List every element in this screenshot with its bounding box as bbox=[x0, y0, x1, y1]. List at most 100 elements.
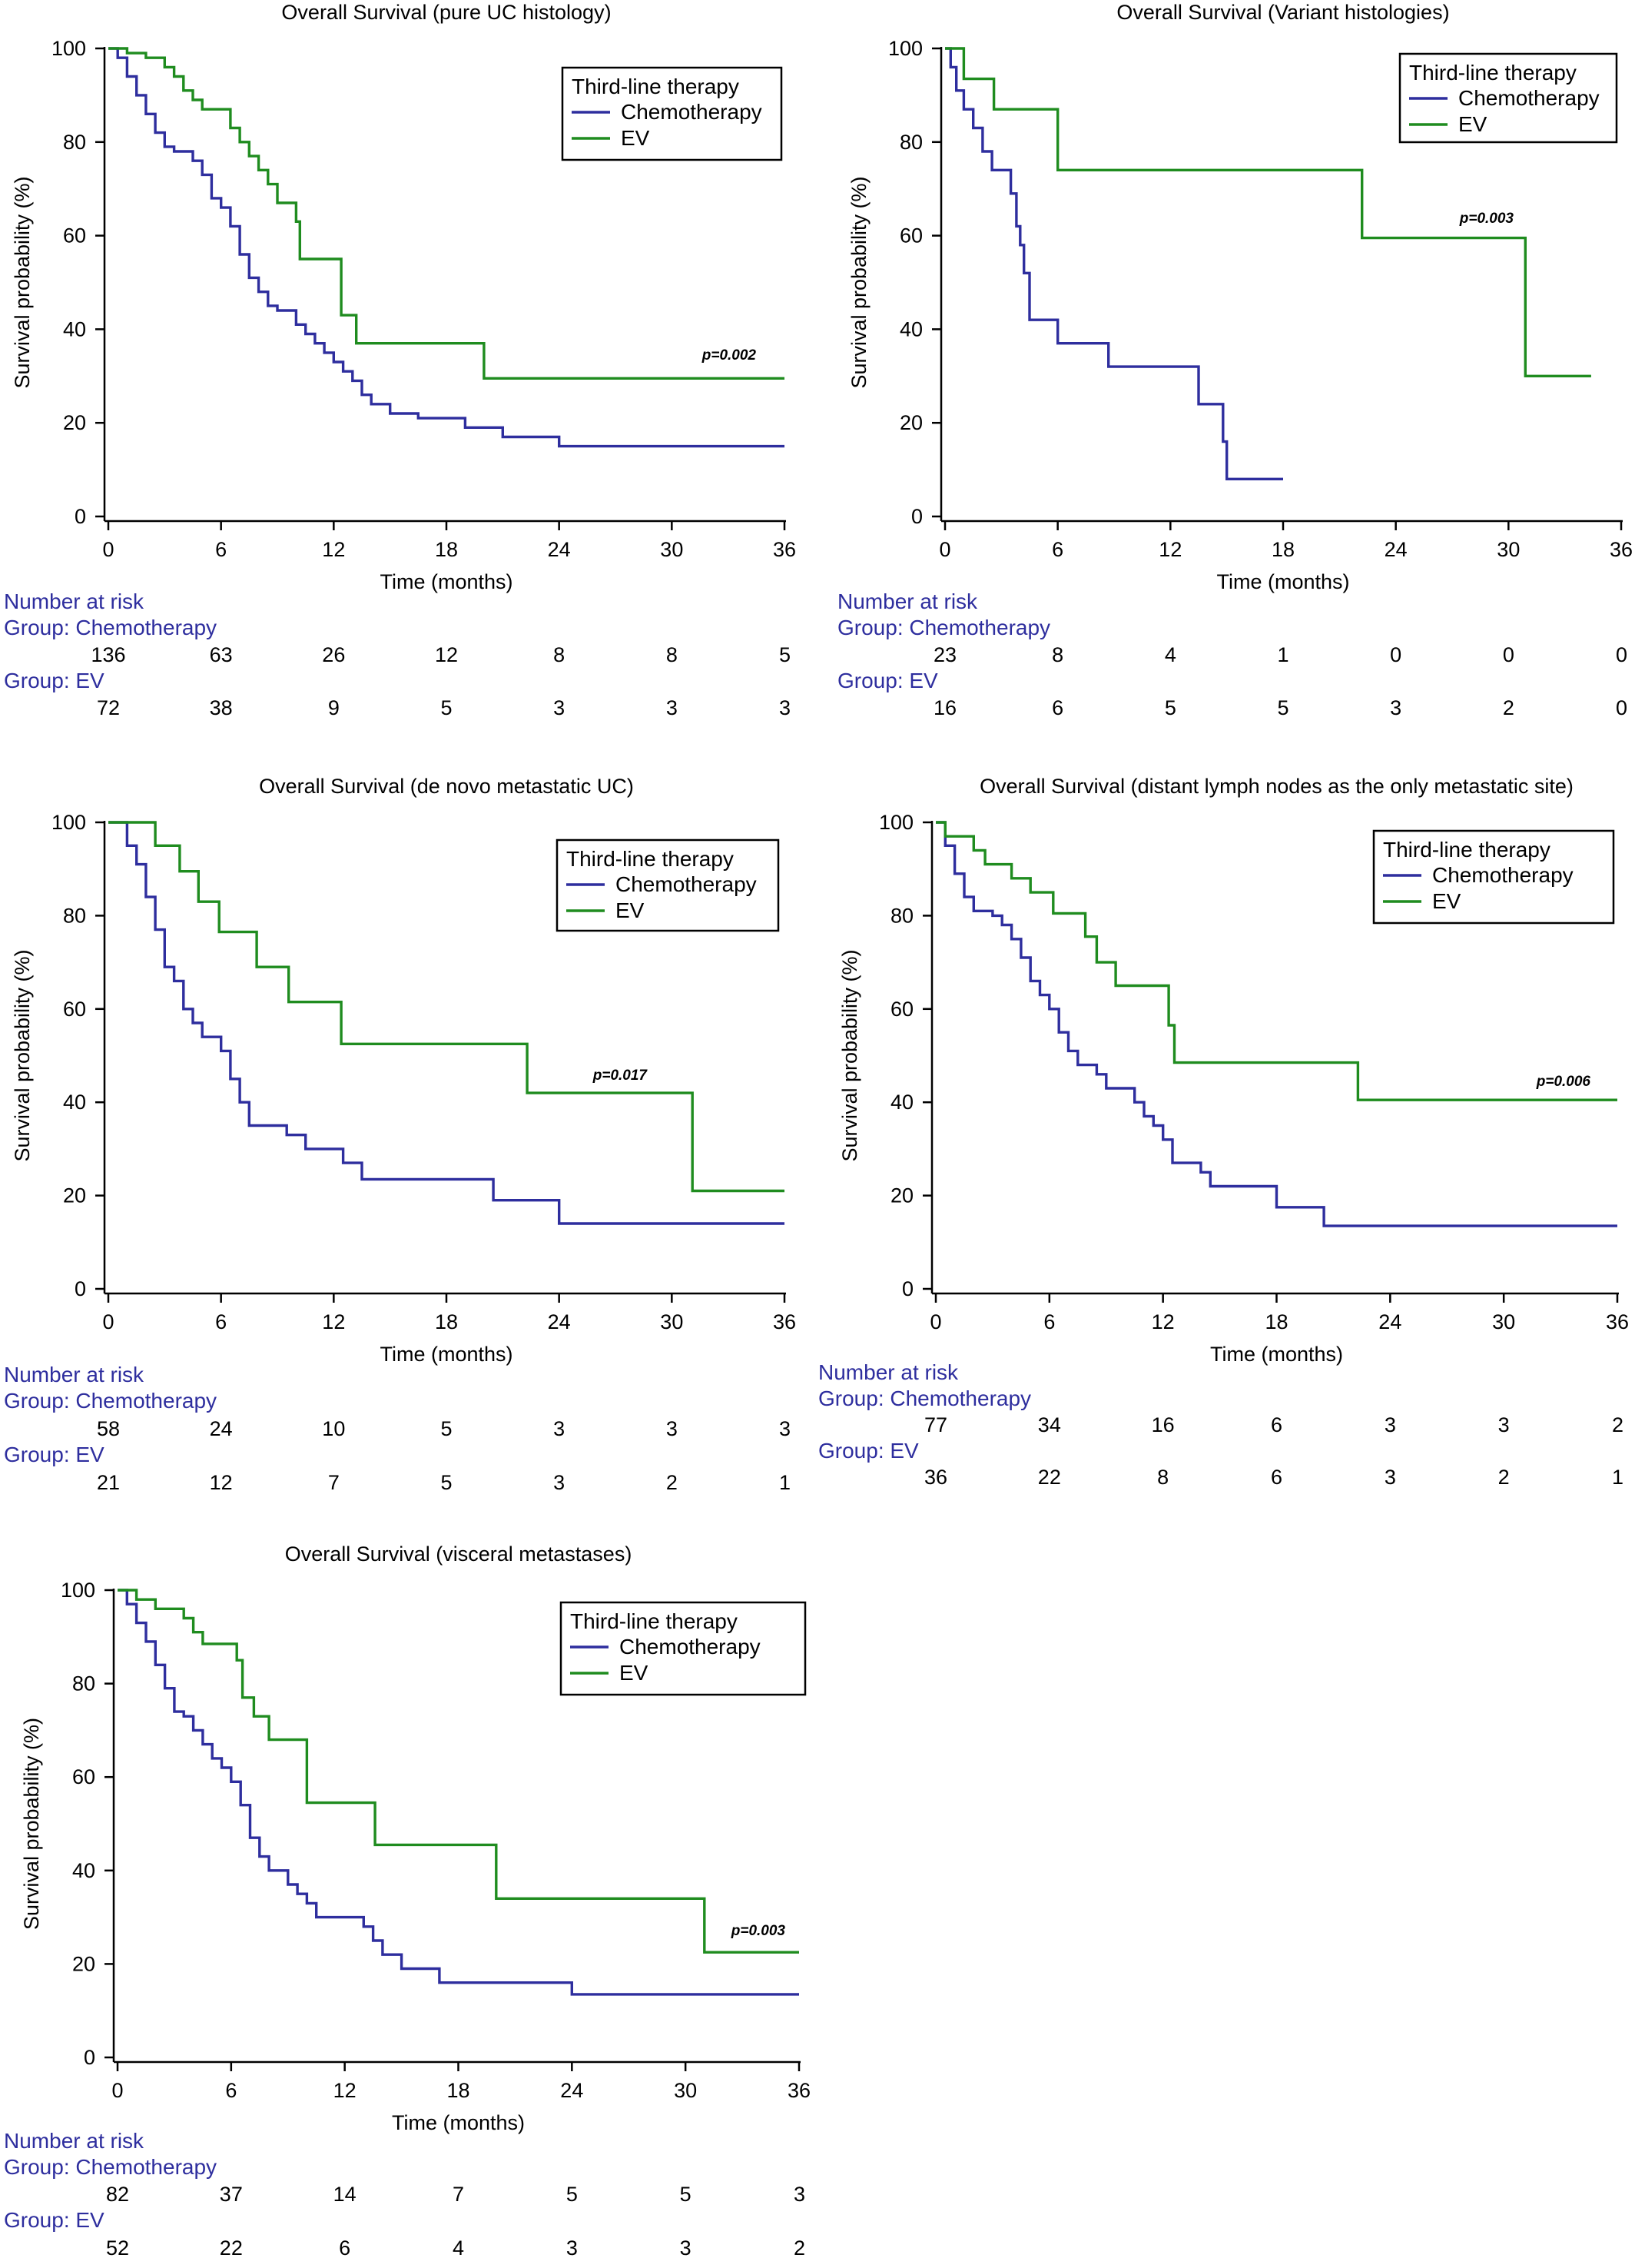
chart-title: Overall Survival (pure UC histology) bbox=[281, 1, 611, 24]
legend-entry-label: EV bbox=[621, 126, 650, 150]
y-tick-label: 100 bbox=[888, 37, 923, 60]
legend-entry-label: EV bbox=[1458, 112, 1487, 136]
legend-box bbox=[1372, 829, 1615, 925]
risk-count: 0 bbox=[1616, 643, 1627, 666]
risk-count: 3 bbox=[566, 2236, 578, 2260]
risk-count: 3 bbox=[553, 696, 565, 719]
y-tick-label: 40 bbox=[890, 1091, 914, 1114]
x-tick-label: 24 bbox=[560, 2079, 583, 2102]
risk-count: 34 bbox=[1038, 1413, 1061, 1436]
risk-table-heading: Number at risk bbox=[837, 589, 978, 613]
risk-group-label: Group: Chemotherapy bbox=[4, 616, 217, 639]
x-tick-label: 12 bbox=[1152, 1310, 1175, 1333]
y-axis-label: Survival probability (%) bbox=[20, 1718, 43, 1930]
risk-count: 3 bbox=[666, 696, 678, 719]
risk-count: 1 bbox=[1277, 643, 1288, 666]
risk-count: 22 bbox=[220, 2236, 243, 2260]
risk-count: 0 bbox=[1616, 696, 1627, 719]
series-line-ev bbox=[108, 821, 784, 1193]
risk-count: 36 bbox=[924, 1466, 947, 1489]
p-value-label: p=0.002 bbox=[701, 347, 757, 364]
x-tick-label: 36 bbox=[773, 1310, 796, 1333]
x-tick-label: 30 bbox=[1492, 1310, 1515, 1333]
x-axis-label: Time (months) bbox=[380, 570, 512, 593]
x-tick-label: 24 bbox=[548, 1310, 571, 1333]
risk-count: 6 bbox=[1271, 1466, 1282, 1489]
risk-count: 2 bbox=[794, 2236, 805, 2260]
p-value-label: p=0.017 bbox=[592, 1068, 648, 1084]
y-tick-label: 80 bbox=[63, 904, 86, 927]
risk-count: 5 bbox=[440, 696, 452, 719]
risk-count: 5 bbox=[1277, 696, 1288, 719]
risk-count: 82 bbox=[106, 2183, 129, 2206]
risk-count: 7 bbox=[453, 2183, 464, 2206]
series-line-ev bbox=[945, 47, 1591, 377]
risk-count: 24 bbox=[210, 1417, 233, 1440]
risk-count: 3 bbox=[1385, 1466, 1396, 1489]
chart-title: Overall Survival (distant lymph nodes as… bbox=[980, 775, 1574, 798]
x-tick-label: 18 bbox=[435, 538, 458, 561]
y-tick-label: 100 bbox=[879, 811, 914, 834]
x-axis-label: Time (months) bbox=[1216, 570, 1349, 593]
y-tick-label: 0 bbox=[75, 1277, 86, 1300]
y-tick-label: 40 bbox=[72, 1859, 95, 1882]
x-axis-label: Time (months) bbox=[1210, 1343, 1343, 1366]
risk-count: 58 bbox=[97, 1417, 120, 1440]
x-axis-label: Time (months) bbox=[392, 2111, 525, 2134]
series-line-chemotherapy bbox=[108, 47, 784, 448]
legend-title: Third-line therapy bbox=[1409, 61, 1577, 85]
x-tick-label: 6 bbox=[225, 2079, 237, 2102]
legend-entry-label: EV bbox=[615, 898, 645, 922]
risk-count: 14 bbox=[333, 2183, 357, 2206]
y-tick-label: 40 bbox=[900, 317, 923, 340]
risk-count: 2 bbox=[1498, 1466, 1510, 1489]
x-tick-label: 24 bbox=[1378, 1310, 1401, 1333]
risk-count: 3 bbox=[1385, 1413, 1396, 1436]
risk-count: 8 bbox=[1157, 1466, 1169, 1489]
risk-group-label: Group: Chemotherapy bbox=[837, 616, 1050, 639]
risk-group-label: Group: Chemotherapy bbox=[4, 2155, 217, 2179]
y-tick-label: 20 bbox=[890, 1184, 914, 1207]
x-tick-label: 18 bbox=[1272, 538, 1295, 561]
km-panel-3: Overall Survival (de novo metastatic UC)… bbox=[4, 775, 796, 1494]
legend-title: Third-line therapy bbox=[570, 1609, 738, 1633]
series-line-chemotherapy bbox=[118, 1589, 799, 1996]
risk-count: 0 bbox=[1390, 643, 1401, 666]
x-tick-label: 0 bbox=[930, 1310, 941, 1333]
p-value-label: p=0.006 bbox=[1536, 1074, 1591, 1090]
y-axis-label: Survival probability (%) bbox=[11, 176, 34, 388]
risk-count: 2 bbox=[1503, 696, 1514, 719]
risk-count: 26 bbox=[322, 643, 345, 666]
legend-entry-label: Chemotherapy bbox=[1432, 863, 1574, 887]
x-tick-label: 36 bbox=[788, 2079, 811, 2102]
risk-count: 3 bbox=[1498, 1413, 1510, 1436]
series-line-ev bbox=[118, 1589, 799, 1954]
risk-count: 23 bbox=[934, 643, 957, 666]
legend-box bbox=[559, 1601, 807, 1696]
risk-table-heading: Number at risk bbox=[4, 589, 144, 613]
y-axis-label: Survival probability (%) bbox=[11, 949, 34, 1161]
y-tick-label: 40 bbox=[63, 317, 86, 340]
risk-count: 8 bbox=[553, 643, 565, 666]
risk-group-label: Group: Chemotherapy bbox=[818, 1386, 1031, 1410]
y-tick-label: 60 bbox=[63, 998, 86, 1021]
y-tick-label: 20 bbox=[63, 1184, 86, 1207]
risk-count: 5 bbox=[680, 2183, 691, 2206]
legend-entry-label: Chemotherapy bbox=[1458, 86, 1600, 110]
risk-count: 1 bbox=[779, 1471, 791, 1494]
y-tick-label: 40 bbox=[63, 1091, 86, 1114]
risk-count: 2 bbox=[1612, 1413, 1623, 1436]
risk-table-heading: Number at risk bbox=[4, 2129, 144, 2153]
risk-count: 8 bbox=[1052, 643, 1063, 666]
x-tick-label: 6 bbox=[215, 538, 227, 561]
x-tick-label: 6 bbox=[1043, 1310, 1055, 1333]
y-tick-label: 60 bbox=[63, 224, 86, 247]
risk-count: 22 bbox=[1038, 1466, 1061, 1489]
risk-count: 6 bbox=[1052, 696, 1063, 719]
